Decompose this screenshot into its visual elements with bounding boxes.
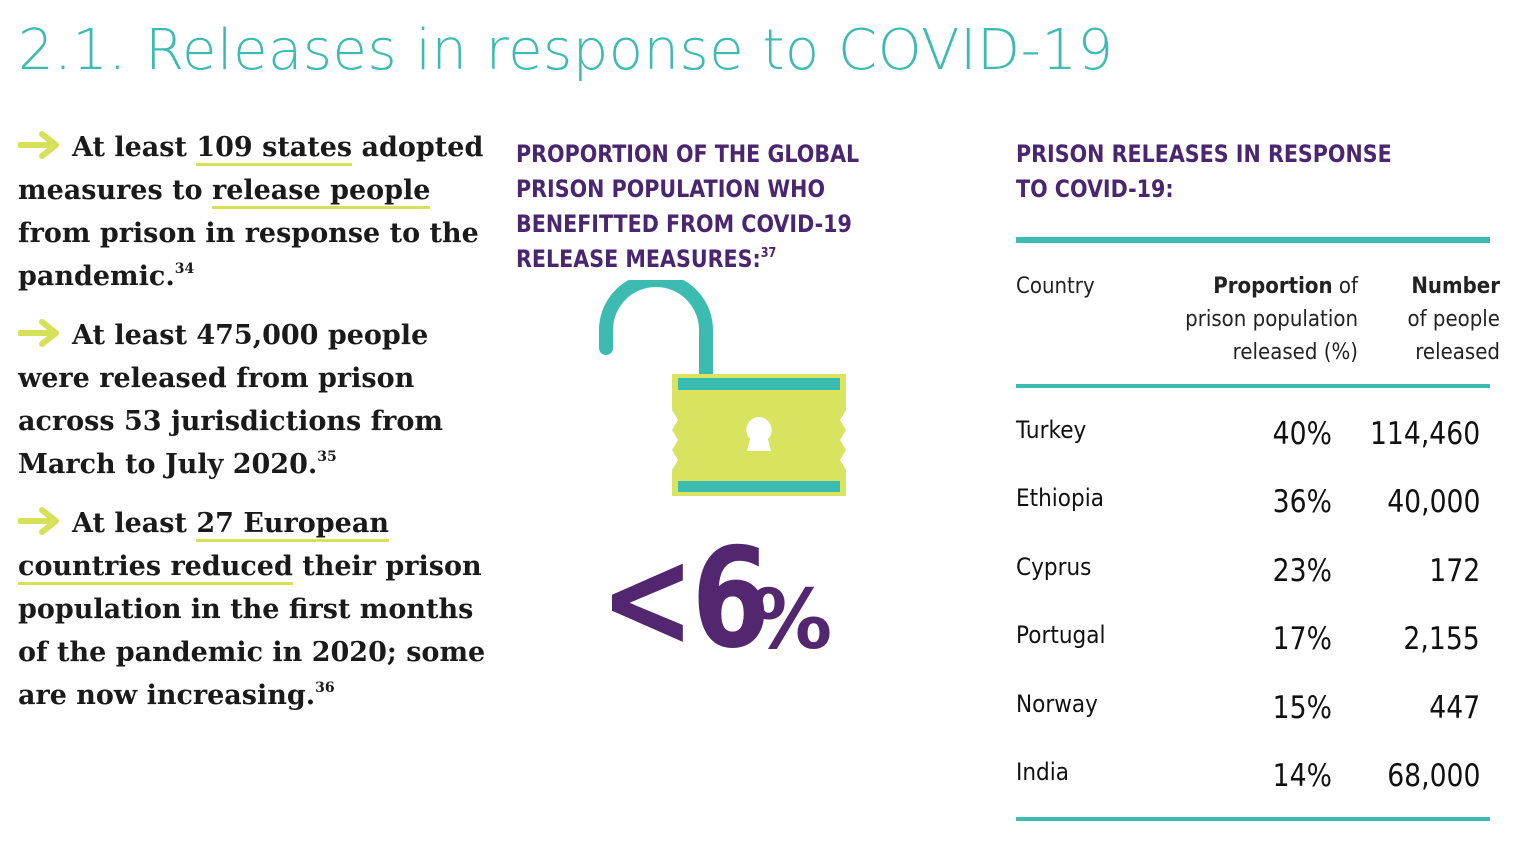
big-unit: % xyxy=(750,573,833,668)
footnote-ref: 37 xyxy=(760,246,777,261)
cell-number: 40,000 xyxy=(1386,484,1480,521)
cell-country: Portugal xyxy=(1016,621,1106,650)
footnote-ref: 35 xyxy=(317,449,337,465)
table-row: India 14% 68,000 xyxy=(1016,746,1490,814)
key-facts-list: At least 109 states adopted measures to … xyxy=(18,126,498,733)
cell-country: Turkey xyxy=(1016,416,1087,444)
fact-text: At least xyxy=(72,132,197,163)
table-bottom-rule xyxy=(1016,817,1490,821)
table-header-rule xyxy=(1016,384,1490,388)
cell-number: 68,000 xyxy=(1386,757,1480,794)
column-header-proportion-text: released (%) xyxy=(1232,340,1358,365)
global-proportion-value: <6% xyxy=(600,518,832,679)
cell-country: Ethiopia xyxy=(1016,484,1104,513)
footnote-ref: 36 xyxy=(315,680,335,696)
cell-proportion: 15% xyxy=(1272,689,1332,726)
footnote-ref: 34 xyxy=(174,261,195,277)
column-header-number-bold: Number xyxy=(1411,274,1500,299)
fact-item: At least 27 European countries reduced t… xyxy=(18,502,498,717)
cell-country: Norway xyxy=(1016,689,1098,718)
column-header-number-text: of people xyxy=(1407,307,1500,332)
arrow-right-icon xyxy=(18,131,59,159)
highlight-text: 109 states xyxy=(196,132,353,166)
fact-item: At least 109 states adopted measures to … xyxy=(18,126,498,298)
table-heading: PRISON RELEASES IN RESPONSE TO COVID-19: xyxy=(1016,140,1392,203)
highlight-text: release people xyxy=(211,175,431,209)
column-header-proportion: Proportion of prison population released… xyxy=(1142,270,1358,369)
fact-text: At least xyxy=(72,508,197,539)
column-header-country: Country xyxy=(1016,274,1095,299)
column-header-proportion-bold: Proportion xyxy=(1213,274,1333,299)
page-title: 2.1. Releases in response to COVID-19 xyxy=(18,18,1114,83)
fact-text: their prison population in the first mon… xyxy=(18,551,486,711)
fact-item: At least 475,000 people were released fr… xyxy=(18,314,498,486)
cell-proportion: 23% xyxy=(1272,552,1332,589)
proportion-heading: PROPORTION OF THE GLOBAL PRISON POPULATI… xyxy=(516,137,886,277)
fact-text: from prison in response to the pandemic. xyxy=(18,218,479,292)
column-header-proportion-text: prison population xyxy=(1185,307,1358,332)
table-row: Cyprus 23% 172 xyxy=(1016,541,1490,609)
table-body: Turkey 40% 114,460 Ethiopia 36% 40,000 Cypru… xyxy=(1016,404,1490,814)
big-value: <6 xyxy=(600,518,770,679)
unlocked-padlock-icon xyxy=(599,280,846,496)
table-row: Norway 15% 447 xyxy=(1016,678,1490,746)
cell-number: 114,460 xyxy=(1369,416,1480,452)
cell-proportion: 17% xyxy=(1272,621,1332,658)
cell-proportion: 36% xyxy=(1272,484,1332,521)
fact-text: adopted measures to xyxy=(18,132,484,206)
table-row: Portugal 17% 2,155 xyxy=(1016,609,1490,677)
cell-country: Cyprus xyxy=(1016,552,1092,581)
column-header-number-text: released xyxy=(1415,340,1500,365)
arrow-right-icon xyxy=(18,507,59,535)
column-header-proportion-text: of xyxy=(1332,274,1358,299)
column-header-number: Number of people released xyxy=(1347,270,1500,369)
arrow-right-icon xyxy=(18,319,59,347)
proportion-heading-text: PROPORTION OF THE GLOBAL PRISON POPULATI… xyxy=(516,140,860,273)
table-row: Ethiopia 36% 40,000 xyxy=(1016,472,1490,540)
cell-number: 172 xyxy=(1429,552,1480,589)
fact-text: At least 475,000 people were released fr… xyxy=(18,320,443,480)
cell-proportion: 40% xyxy=(1272,416,1332,452)
table-top-rule xyxy=(1016,237,1490,243)
cell-country: India xyxy=(1016,757,1070,786)
cell-proportion: 14% xyxy=(1272,757,1332,794)
cell-number: 447 xyxy=(1429,689,1480,726)
table-row: Turkey 40% 114,460 xyxy=(1016,404,1490,472)
cell-number: 2,155 xyxy=(1403,621,1480,658)
highlight-text: 27 European countries reduced xyxy=(18,508,389,585)
